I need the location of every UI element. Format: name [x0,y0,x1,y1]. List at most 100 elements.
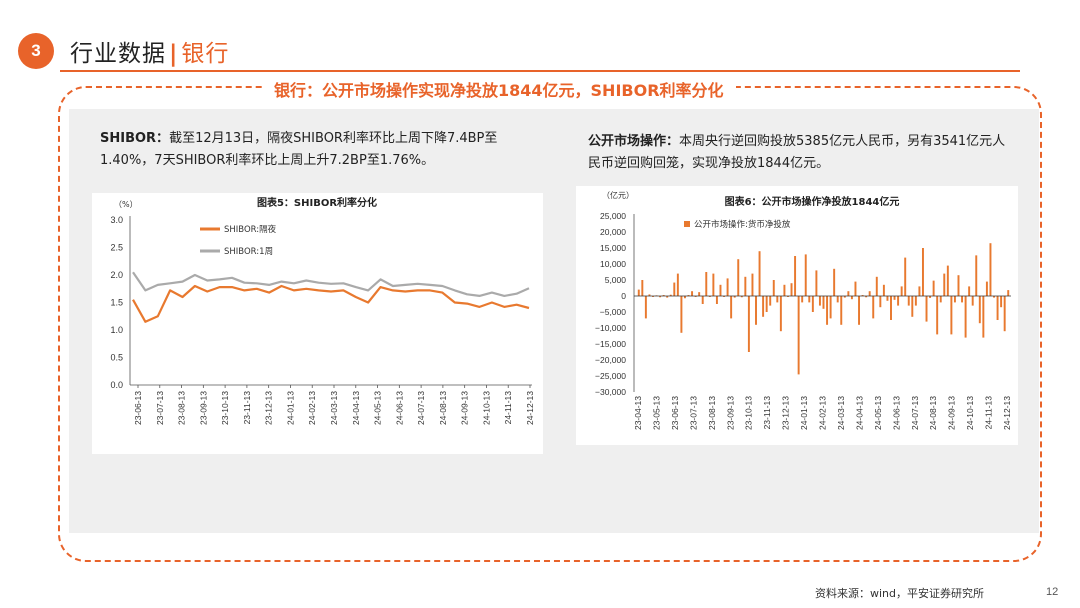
chart-omo-bar [747,296,750,352]
chart-omo-xtick: 24-07-13 [910,396,920,430]
chart-omo-bar [953,296,956,303]
chart-omo-bar [751,273,754,296]
chart-omo-ytick: −20,000 [595,355,626,365]
chart-omo-bar [680,296,683,333]
chart-shibor-xtick: 24-10-13 [481,391,491,425]
chart-omo-bar [957,275,960,296]
chart-shibor-xtick: 24-02-13 [307,391,317,425]
chart-omo-bar [961,296,964,303]
chart-omo-bar [921,248,924,296]
chart-omo-bar [996,296,999,320]
chart-omo-bar [687,295,690,296]
chart-omo-xtick: 23-09-13 [725,396,735,430]
section-title-separator: | [169,41,179,67]
chart-omo-bar [993,296,995,298]
section-subtitle: 银行 [181,41,230,67]
chart-omo-bar [900,286,903,296]
chart-omo-bar [875,276,878,296]
chart-omo-xtick: 24-05-13 [873,396,883,430]
chart-omo-xtick: 24-04-13 [854,396,864,430]
chart-omo-bar [797,296,800,375]
chart-shibor-xtick: 23-09-13 [198,391,208,425]
chart-omo-bar [1007,290,1010,296]
chart-shibor-xtick: 24-04-13 [351,391,361,425]
footer-source: 资料来源：wind，平安证券研究所 [815,587,985,600]
chart-shibor-xtick: 24-07-13 [416,391,426,425]
chart-omo-bar [708,296,711,297]
chart-shibor-xtick: 24-03-13 [329,391,339,425]
chart-omo-bar [861,295,864,296]
chart-omo-bar [776,296,779,303]
chart-omo-bar [829,296,832,319]
chart-shibor-xtick: 23-08-13 [177,391,187,425]
chart-omo-bar [932,280,935,296]
chart-omo-bar [705,272,708,296]
chart-omo-ytick: 0 [621,291,626,301]
chart-omo-bar [865,296,868,298]
chart-omo-bar [712,273,715,296]
chart-omo-xtick: 23-10-13 [744,396,754,430]
chart-omo-ytick: 5,000 [605,275,627,285]
chart-omo-bar [641,280,644,296]
chart-shibor-xtick: 23-10-13 [220,391,230,425]
chart-omo-xtick: 24-03-13 [836,396,846,430]
chart-omo-bar [929,296,932,298]
chart-shibor-xtick: 24-08-13 [438,391,448,425]
chart-omo-xtick: 23-04-13 [633,396,643,430]
chart-omo-bar [737,259,740,296]
chart-omo-bar [858,296,860,325]
chart-omo-bar [1000,296,1003,308]
chart-omo-ytick: 15,000 [600,243,626,253]
chart-omo-ytick: −30,000 [595,387,626,397]
chart-omo-bar [886,296,889,301]
chart-omo-bar [733,296,736,298]
chart-omo-bar [843,296,846,298]
chart-omo-bar [790,283,793,296]
chart-omo-bar [882,284,885,296]
chart-omo-bar [890,296,892,320]
chart-shibor-ytick: 2.5 [110,243,123,253]
page-number: 12 [1046,586,1059,598]
chart-omo-bar [925,296,928,322]
slide-headline: 银行：公开市场操作实现净投放1844亿元，SHIBOR利率分化 [262,77,736,101]
chart-omo-bar [804,254,807,296]
chart-omo-xtick: 24-12-13 [1002,396,1012,430]
chart-omo-bar [783,284,786,296]
chart-omo-bar [836,296,839,303]
chart-omo-bar [755,296,757,325]
chart-omo-bar [669,294,672,296]
chart-omo-ytick: 20,000 [600,227,626,237]
chart-omo-bar [758,251,761,296]
chart-shibor-ytick: 1.5 [110,298,123,308]
chart-omo-bar [662,295,665,296]
chart-shibor-title: 图表5：SHIBOR利率分化 [257,196,377,209]
chart-shibor-xtick: 23-06-13 [133,391,143,425]
chart-omo-bar [850,296,853,300]
chart-omo-bar [847,291,850,296]
chart-shibor-xtick: 23-12-13 [264,391,274,425]
chart-omo-xtick: 24-11-13 [984,396,994,430]
chart-omo-bar [879,296,882,308]
chart-omo-ytick: 10,000 [600,259,626,269]
chart-omo-xtick: 23-11-13 [762,396,772,430]
chart-shibor-xtick: 24-06-13 [394,391,404,425]
chart-shibor-ytick: 3.0 [110,215,123,225]
chart-omo-bar [779,296,782,332]
omo-description: 公开市场操作：本周央行逆回购投放5385亿元人民币，另有3541亿元人民币逆回购… [588,131,1008,175]
chart-omo-ytick: −5,000 [600,307,627,317]
chart-omo-xtick: 23-08-13 [707,396,717,430]
header-rule [60,70,1020,72]
chart-omo-bar [968,286,971,296]
chart-omo-bar [676,273,679,296]
chart-omo-bar [978,296,981,324]
omo-description-label: 公开市场操作： [588,134,680,149]
chart-omo-bar [946,265,949,296]
chart-shibor-series-1week [132,271,530,298]
omo-description-body: 本周央行逆回购投放5385亿元人民币，另有3541亿元人民币逆回购回笼，实现净投… [588,134,1006,171]
chart-shibor-svg: 图表5：SHIBOR利率分化 （%） 0.0 0.5 1.0 1.5 2.0 2.5 3.0 23… [110,196,535,425]
chart-omo-bar [726,278,729,296]
chart-omo-bar [939,296,942,303]
chart-omo-bar [772,280,775,296]
chart-omo-bar [911,296,914,317]
chart-omo-bar [652,296,654,297]
